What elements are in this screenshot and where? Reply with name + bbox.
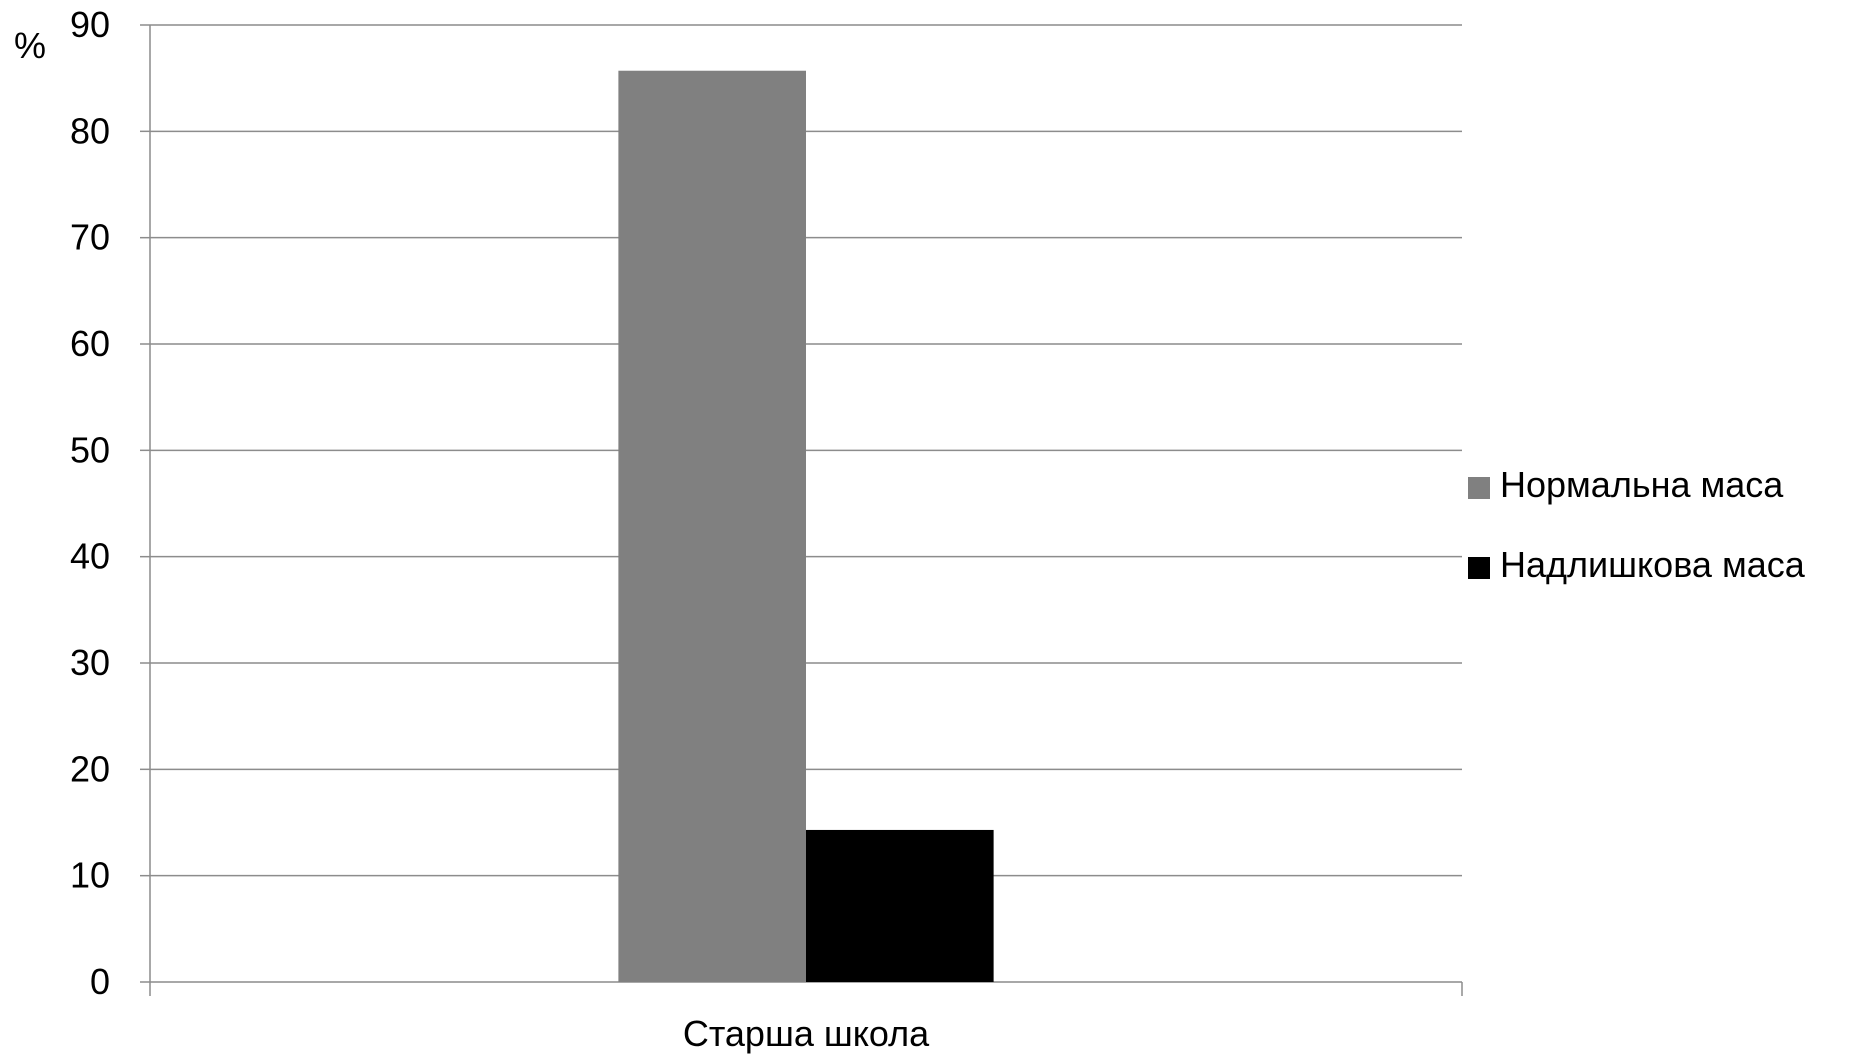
y-axis-unit-label: %	[14, 25, 46, 66]
y-tick-label: 70	[70, 217, 110, 258]
bar	[618, 70, 806, 983]
y-tick-label: 90	[70, 4, 110, 45]
y-tick-label: 0	[90, 961, 110, 1002]
legend-label: Нормальна маса	[1500, 464, 1784, 505]
y-tick-label: 30	[70, 642, 110, 683]
y-tick-label: 60	[70, 323, 110, 364]
legend-label: Надлишкова маса	[1500, 544, 1806, 585]
legend-item: Нормальна маса	[1468, 464, 1784, 505]
legend-swatch	[1468, 557, 1490, 579]
y-tick-label: 50	[70, 429, 110, 470]
y-tick-label: 40	[70, 536, 110, 577]
legend-item: Надлишкова маса	[1468, 544, 1806, 585]
legend: Нормальна маса Надлишкова маса	[1468, 464, 1806, 585]
x-category-label: Старша школа	[683, 1013, 930, 1054]
bars	[618, 70, 994, 983]
legend-swatch	[1468, 477, 1490, 499]
y-tick-label: 10	[70, 855, 110, 896]
bar	[806, 829, 994, 982]
y-tick-label: 20	[70, 748, 110, 789]
axis-labels: % 0 10 20 30 40 50 60 70 80 90 Старша школа	[14, 4, 930, 1054]
y-tick-label: 80	[70, 110, 110, 151]
